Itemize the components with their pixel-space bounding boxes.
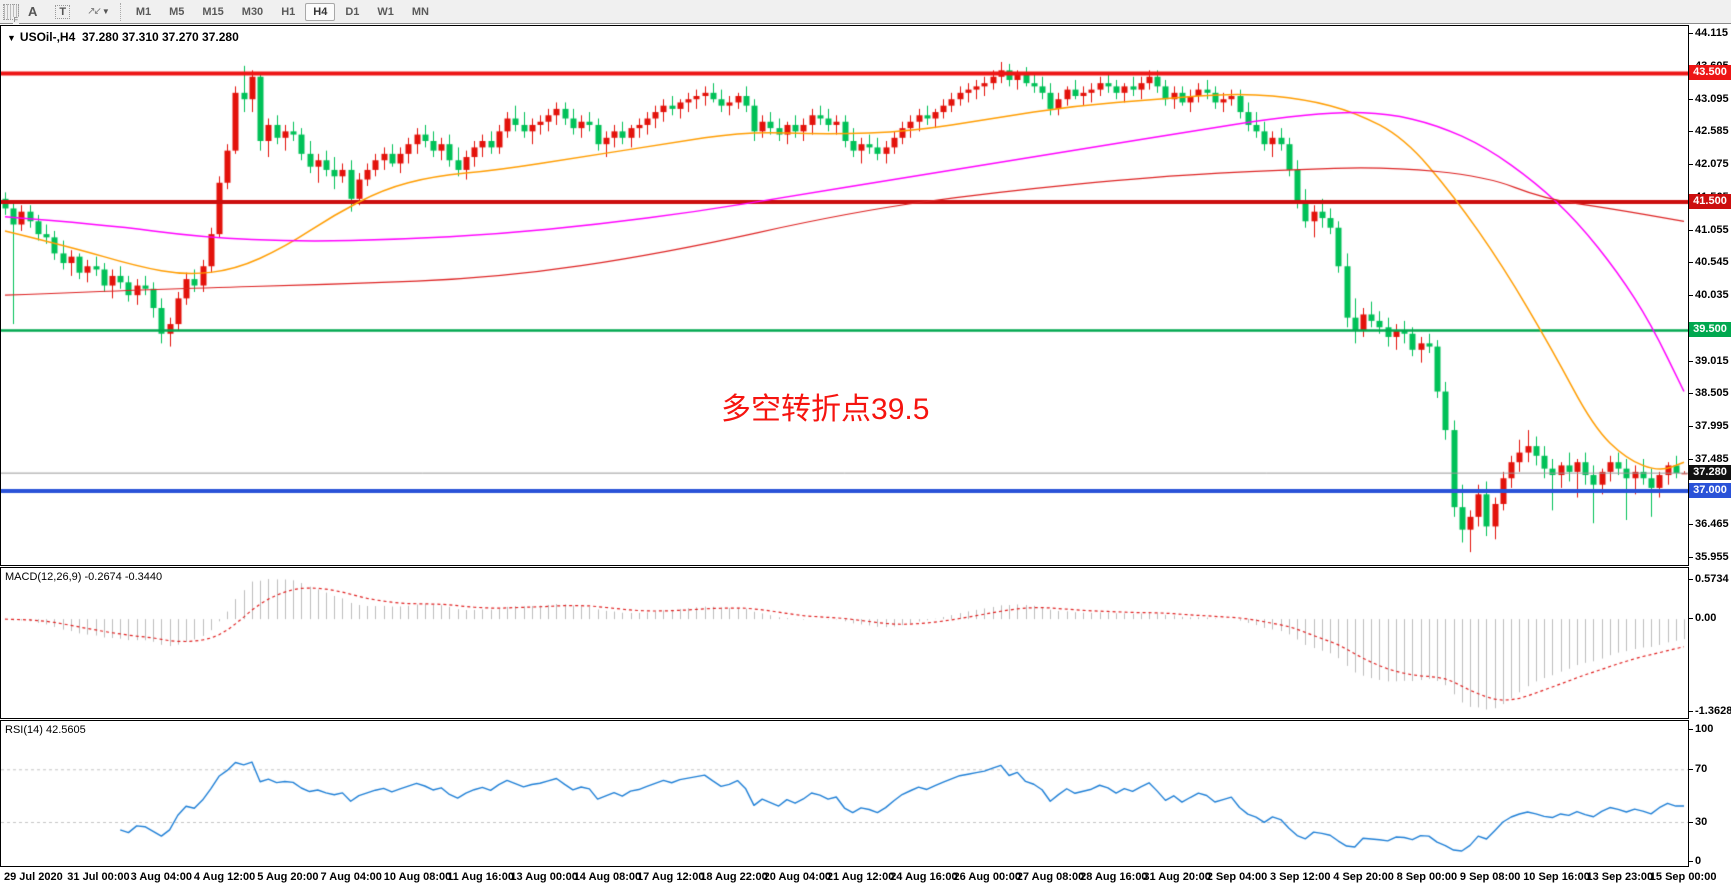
price-tick: 40.545 [1689, 256, 1729, 269]
price-tick: 44.115 [1688, 27, 1729, 40]
rsi-canvas[interactable] [1, 721, 1688, 866]
symbol-dropdown-icon[interactable]: ▼ [7, 33, 16, 43]
price-tick: 37.995 [1689, 420, 1729, 433]
macd-label: MACD(12,26,9) -0.2674 -0.3440 [5, 571, 163, 583]
price-tick: 41.055 [1689, 223, 1729, 236]
rsi-label: RSI(14) 42.5605 [5, 724, 86, 736]
time-axis-label: 18 Aug 22:00 [700, 871, 768, 883]
time-axis-label: 14 Aug 08:00 [573, 871, 642, 883]
price-tick: 30 [1688, 815, 1708, 828]
time-axis-label: 31 Aug 20:00 [1143, 871, 1211, 883]
text-box-tool-icon[interactable]: T [55, 4, 71, 19]
timeframe-button-M5[interactable]: M5 [169, 5, 185, 18]
price-tick: 0.00 [1688, 612, 1717, 625]
time-axis-label: 20 Aug 04:00 [763, 871, 832, 883]
price-tick: 42.075 [1689, 158, 1729, 171]
price-badge-39.500: 39.500 [1689, 322, 1731, 337]
price-tick: -1.3628 [1688, 705, 1731, 718]
timeframe-button-M1[interactable]: M1 [135, 5, 152, 18]
timeframe-button-H1[interactable]: H1 [281, 5, 296, 18]
toolbar-separator [119, 2, 122, 21]
time-axis-label: 31 Jul 00:00 [67, 871, 130, 883]
time-axis-label: 11 Aug 16:00 [447, 871, 514, 883]
time-axis-label: 15 Sep 00:00 [1649, 871, 1717, 883]
annotation-text: 多空转折点39.5 [721, 393, 930, 427]
timeframe-button-MN[interactable]: MN [411, 5, 429, 18]
time-axis-label: 17 Aug 12:00 [637, 871, 705, 883]
main-chart-canvas[interactable] [1, 26, 1688, 565]
main-chart-panel: ▼ USOil-,H4 37.280 37.310 37.270 37.280 多… [0, 25, 1689, 566]
time-axis-label: 7 Aug 04:00 [320, 871, 382, 883]
timeframe-button-W1[interactable]: W1 [377, 5, 394, 18]
price-badge-37.000: 37.000 [1689, 482, 1731, 498]
time-axis-label: 10 Sep 16:00 [1523, 871, 1590, 883]
timeframe-button-group: M1 M5 M15 M30 H1 H4 D1 W1 MN [128, 2, 437, 21]
price-tick: 100 [1688, 723, 1714, 736]
price-badge-43.500: 43.500 [1689, 65, 1731, 81]
rsi-panel: RSI(14) 42.5605 [0, 720, 1689, 867]
time-axis-label: 13 Aug 00:00 [510, 871, 578, 883]
time-axis-label: 9 Sep 08:00 [1459, 871, 1521, 883]
time-axis-label: 13 Sep 23:00 [1586, 871, 1654, 883]
time-axis-label: 27 Aug 08:00 [1016, 871, 1085, 883]
timeframe-button-M30[interactable]: M30 [241, 5, 264, 18]
price-tick: 38.505 [1689, 387, 1729, 400]
price-tick: 70 [1688, 762, 1708, 775]
price-tick: 0.5734 [1689, 573, 1729, 586]
price-axis[interactable]: 44.11543.60543.09542.58542.07541.56541.0… [1688, 25, 1731, 868]
time-axis-label: 29 Jul 2020 [4, 871, 63, 883]
macd-canvas[interactable] [1, 568, 1688, 718]
time-axis-label: 10 Aug 08:00 [383, 871, 452, 883]
time-axis-label: 26 Aug 00:00 [953, 871, 1021, 883]
time-axis-label: 21 Aug 12:00 [826, 871, 895, 883]
price-tick: 40.035 [1689, 289, 1729, 302]
price-tick: 42.585 [1689, 125, 1729, 138]
price-badge-37.280: 37.280 [1689, 464, 1731, 480]
text-label-tool-icon[interactable]: A [28, 4, 38, 19]
timeframe-button-M15[interactable]: M15 [202, 5, 224, 18]
chart-header: ▼ USOil-,H4 37.280 37.310 37.270 37.280 [7, 30, 239, 44]
time-axis-label: 28 Aug 16:00 [1080, 871, 1148, 883]
time-axis-label: 4 Aug 12:00 [193, 871, 256, 883]
macd-panel: MACD(12,26,9) -0.2674 -0.3440 [0, 567, 1689, 719]
toolbar: F A T ↗↙ ▼ M1 M5 M15 M30 H1 H4 D1 W1 MN [0, 0, 1731, 24]
crosshair-arrows-icon[interactable]: ↗↙ [87, 6, 102, 17]
symbol-label: USOil-,H4 [19, 30, 76, 44]
chevron-down-icon[interactable]: ▼ [101, 7, 110, 16]
timeframe-button-D1[interactable]: D1 [345, 5, 360, 18]
time-axis-label: 8 Sep 00:00 [1396, 871, 1458, 883]
grid-f-tool-icon[interactable]: F [3, 3, 19, 24]
time-axis-label: 24 Aug 16:00 [890, 871, 958, 883]
price-tick: 36.465 [1689, 518, 1729, 531]
time-axis-label: 3 Aug 04:00 [130, 871, 192, 883]
price-tick: 43.095 [1689, 92, 1729, 105]
time-axis-label: 4 Sep 20:00 [1333, 871, 1394, 883]
time-axis-label: 2 Sep 04:00 [1206, 871, 1268, 883]
price-tick: 37.485 [1689, 452, 1729, 465]
time-axis-label: 5 Aug 20:00 [257, 871, 319, 883]
time-axis-label: 3 Sep 12:00 [1270, 871, 1331, 883]
timeframe-button-H4[interactable]: H4 [305, 2, 336, 21]
price-tick: 0 [1688, 855, 1702, 868]
price-tick: 39.015 [1689, 354, 1729, 367]
price-tick: 35.955 [1689, 551, 1729, 564]
price-badge-41.500: 41.500 [1689, 193, 1731, 209]
time-axis[interactable]: 29 Jul 2020 31 Jul 00:00 3 Aug 04:00 4 Aug … [0, 868, 1731, 892]
ohlc-readout: 37.280 37.310 37.270 37.280 [81, 30, 239, 44]
